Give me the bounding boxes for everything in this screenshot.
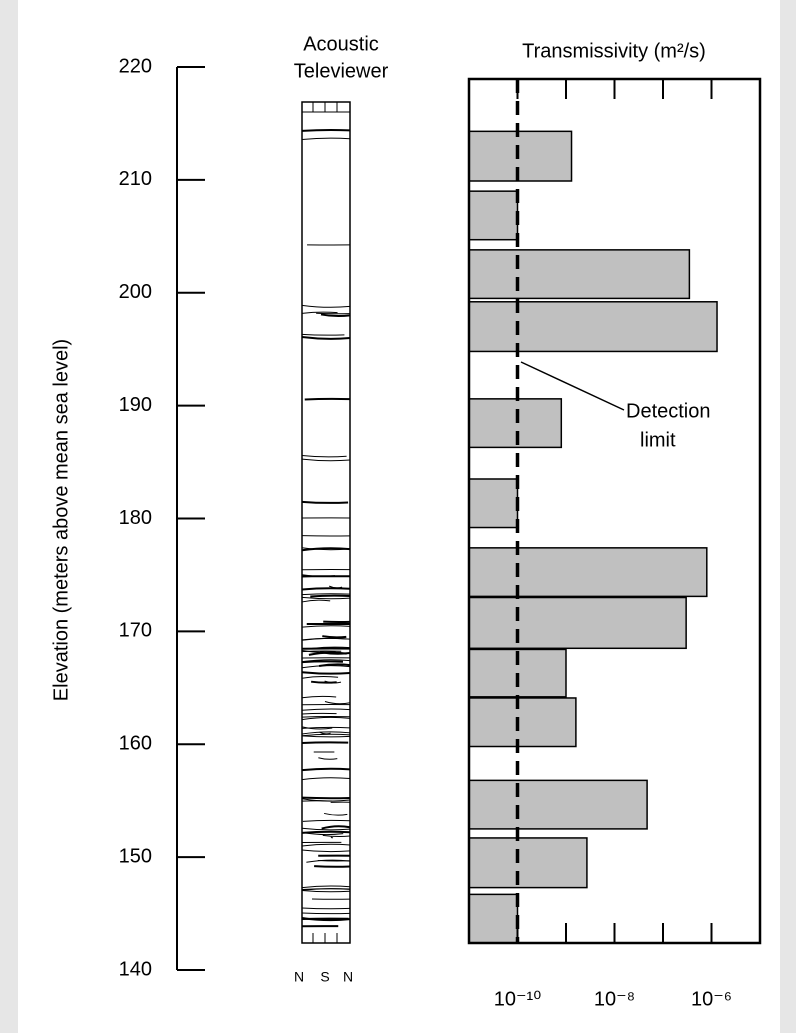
orientation-label: N [294,969,304,985]
fracture-trace [302,798,350,799]
page: Elevation (meters above mean sea level) … [0,0,796,1033]
x-axis-label: Transmissivity (m²/s) [522,40,706,62]
x-tick-label: 10⁻⁸ [594,988,635,1010]
fracture-trace [302,742,348,743]
bar [469,131,572,181]
y-tick-label: 140 [119,958,152,980]
bar [469,698,576,747]
annotation: limit [640,429,676,451]
y-axis-label: Elevation (meters above mean sea level) [50,339,72,701]
y-tick-label: 190 [119,394,152,416]
y-tick-label: 180 [119,507,152,529]
fracture-trace [311,682,337,683]
bar [469,250,689,299]
fracture-trace [314,866,350,867]
x-tick-label: 10⁻¹⁰ [494,988,541,1010]
annotation: Detection [626,400,711,422]
y-tick-label: 150 [119,845,152,867]
chart: Elevation (meters above mean sea level) … [0,0,796,1033]
fracture-trace [302,832,350,833]
bar [469,780,647,829]
fracture-trace [310,596,350,597]
y-tick-label: 200 [119,281,152,303]
bar [469,838,587,888]
log-title: Acoustic [303,33,379,55]
bar [469,598,686,649]
fracture-trace [302,661,343,662]
fracture-trace [302,502,348,503]
y-tick-label: 160 [119,733,152,755]
orientation-label: N [343,969,353,985]
fracture-trace [305,399,350,400]
bar [469,302,717,352]
bar [469,479,518,528]
x-tick-label: 10⁻⁶ [691,988,732,1010]
bar [469,399,561,448]
fracture-trace [318,860,350,861]
bar [469,894,518,943]
fracture-trace [302,130,350,131]
log-title: Televiewer [294,60,389,82]
y-tick-label: 220 [119,55,152,77]
bar [469,548,707,597]
y-tick-label: 170 [119,620,152,642]
televiewer-log [302,102,350,943]
y-tick-label: 210 [119,168,152,190]
orientation-label: S [320,969,329,985]
bar [469,191,518,240]
